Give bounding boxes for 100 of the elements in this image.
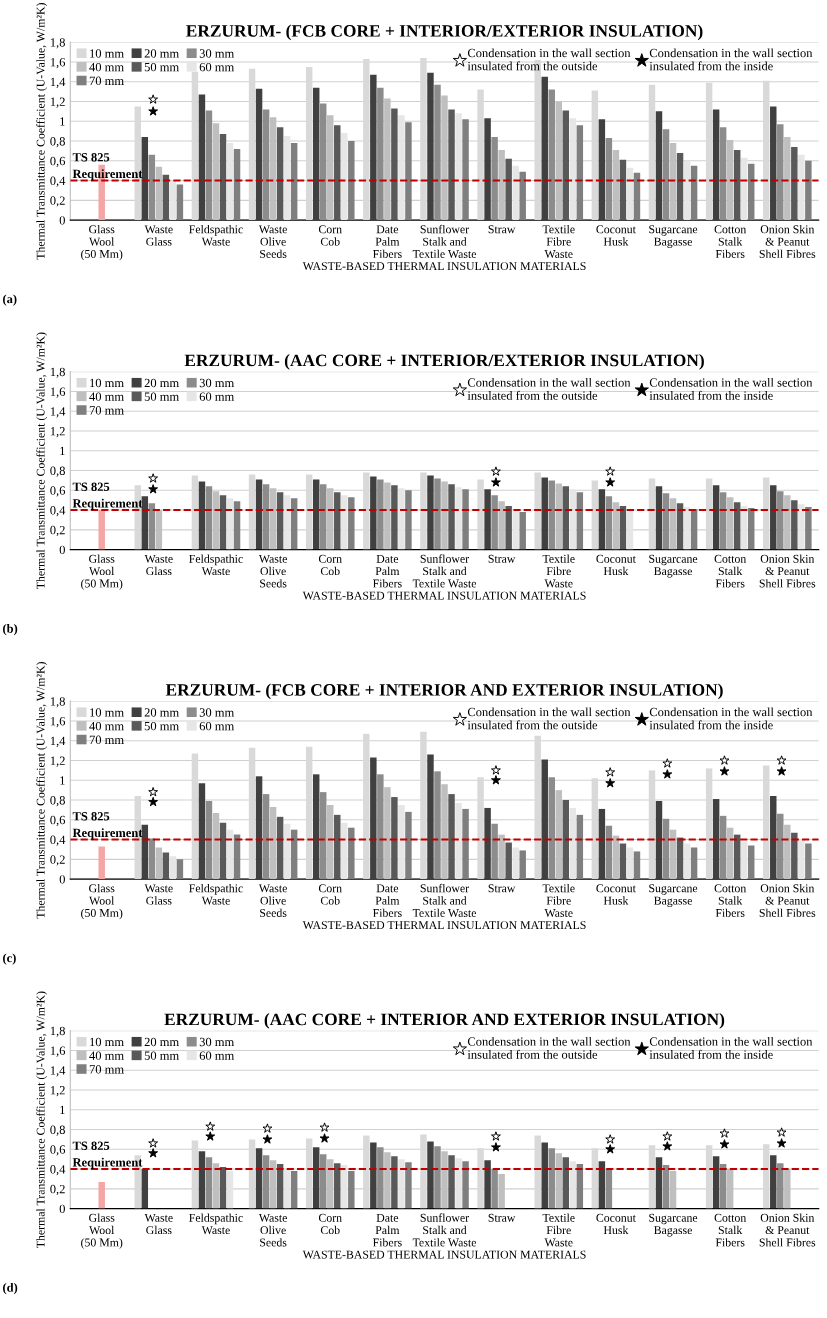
bar [327, 804, 334, 880]
bar [384, 787, 391, 880]
x-tick-label: Straw [488, 884, 516, 893]
bar [491, 495, 498, 550]
y-tick-label: 0,6 [50, 486, 66, 497]
x-tick-label: Waste Glass [144, 554, 173, 576]
legend-label: 60 mm [199, 62, 235, 72]
bar [405, 122, 412, 221]
y-axis-title: Thermal Transmittance Coefficient (U-Value, W/m²K) [36, 662, 48, 919]
bar [562, 110, 570, 221]
bar [770, 796, 777, 880]
bar [441, 784, 448, 880]
x-tick-label: Waste Glass [144, 1213, 173, 1235]
bar [512, 165, 519, 221]
x-tick-label: Onion Skin & Peanut Shell Fibres [759, 1213, 816, 1247]
legend-label: 30 mm [199, 378, 235, 388]
bar [655, 111, 663, 221]
legend-label: 10 mm [90, 1037, 124, 1047]
bar [370, 757, 377, 880]
y-tick-label: 0,2 [50, 855, 65, 866]
bar [312, 774, 320, 880]
bar [212, 812, 220, 880]
legend-label: Condensation in the wall section insulated from the outside [467, 707, 631, 730]
y-tick-label: 1,8 [50, 38, 65, 49]
x-tick-label: Date Palm Fibers [372, 884, 402, 917]
y-tick-label: 0,2 [50, 196, 65, 207]
bar [740, 157, 748, 221]
x-tick-label: Date Palm Fibers [372, 1213, 402, 1247]
bar [276, 127, 284, 221]
bar [219, 822, 227, 880]
bar [255, 479, 263, 550]
bar [683, 843, 691, 880]
y-tick-label: 1,4 [50, 736, 66, 747]
bar [205, 110, 213, 221]
x-tick-label: Waste Olive Seeds [258, 225, 287, 258]
y-tick-label: 0,8 [50, 466, 65, 477]
y-tick-label: 1,6 [50, 1046, 66, 1057]
y-tick-label: 0 [59, 1204, 65, 1214]
y-tick-label: 1,8 [50, 367, 65, 378]
y-tick-label: 1 [60, 117, 65, 126]
y-tick-label: 0,8 [50, 137, 65, 148]
bar [155, 847, 163, 880]
y-tick-label: 0,2 [50, 525, 65, 537]
y-tick-label: 0 [59, 216, 65, 225]
bar [662, 129, 670, 221]
legend-label: 30 mm [199, 49, 235, 58]
x-tick-label: Corn Cob [318, 884, 342, 905]
bar [398, 804, 405, 880]
bar [770, 106, 777, 221]
bar [391, 797, 398, 880]
bar [805, 160, 812, 221]
legend-label: Condensation in the wall section insulated from the inside [649, 48, 813, 71]
text: (d) [3, 1282, 18, 1295]
legend-label: 20 mm [144, 708, 179, 717]
bar [391, 1156, 398, 1209]
y-tick-label: 1,2 [50, 756, 65, 767]
bar [512, 510, 519, 550]
bar [262, 109, 270, 221]
bar [262, 484, 270, 550]
x-tick-label: Straw [488, 554, 516, 563]
bar [455, 487, 462, 550]
ref-line-label: TS 825 Requirement [72, 482, 143, 511]
bar [726, 140, 734, 221]
bar [219, 134, 227, 221]
y-tick-label: 0,4 [50, 176, 66, 187]
bar [541, 759, 548, 880]
bar [455, 1158, 462, 1209]
legend-label: 60 mm [199, 392, 235, 401]
bar [619, 843, 627, 880]
bar [784, 824, 791, 880]
bar [348, 1171, 355, 1209]
chart-title: ERZURUM- (AAC CORE + INTERIOR/EXTERIOR INSULATION) [184, 354, 704, 370]
bar [448, 1155, 455, 1209]
bar [569, 489, 577, 550]
y-tick-label: 1,8 [50, 1026, 65, 1037]
y-tick-label: 1,2 [50, 427, 65, 438]
y-axis-title: Thermal Transmittance Coefficient (U-Value, W/m²K) [36, 3, 48, 260]
x-tick-label: Feldspathic Waste [189, 883, 243, 905]
legend-label: Condensation in the wall section insulated from the outside [467, 1036, 631, 1059]
bar [541, 477, 548, 550]
legend-label: 60 mm [199, 1051, 235, 1060]
bar [798, 839, 805, 880]
y-tick-label: 0,6 [50, 1145, 66, 1156]
bar [269, 488, 277, 550]
bar [791, 146, 798, 221]
legend-label: 10 mm [90, 49, 124, 58]
bar [462, 808, 469, 880]
bar [777, 1163, 784, 1209]
x-tick-label: Glass Wool (50 Mm) [81, 1213, 123, 1249]
legend-label: 50 mm [144, 721, 179, 731]
legend-label: 50 mm [144, 392, 179, 401]
bar [505, 506, 512, 550]
bar [398, 115, 405, 221]
bar [555, 790, 563, 880]
bar [777, 813, 784, 880]
bar [434, 1146, 441, 1209]
bar [498, 501, 505, 550]
bar [198, 783, 206, 880]
bar [441, 95, 448, 221]
y-tick-label: 0 [59, 875, 65, 884]
